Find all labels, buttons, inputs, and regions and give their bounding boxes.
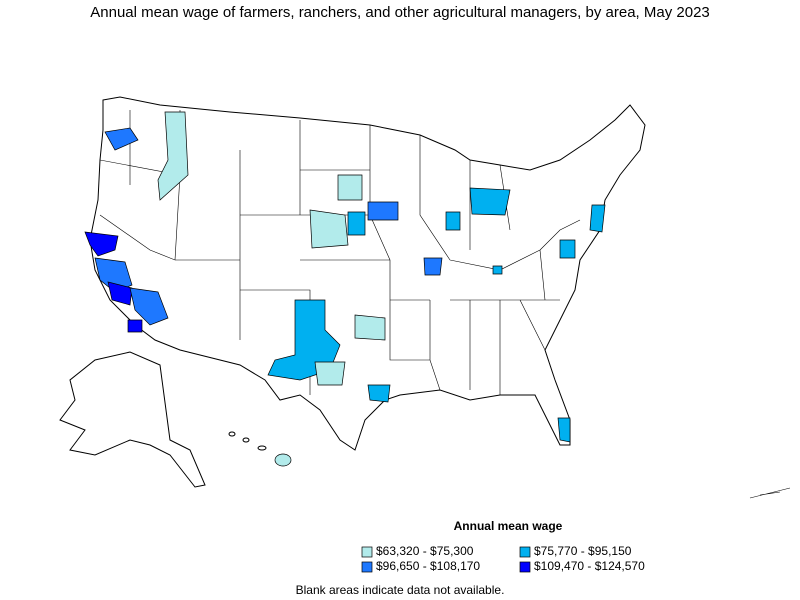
legend-swatch [361,546,373,558]
region [367,384,391,403]
region [557,417,571,443]
region [347,211,366,236]
legend: Annual mean wage $63,320 - $75,300 $75,77… [361,519,645,573]
legend-title: Annual mean wage [454,519,563,533]
region [314,361,346,386]
legend-swatch [519,561,531,573]
contiguous-us [89,96,646,451]
legend-label: $63,320 - $75,300 [376,544,474,558]
region [445,211,461,231]
region [157,111,189,201]
state-borders [99,110,581,395]
region [354,314,386,341]
map-title: Annual mean wage of farmers, ranchers, a… [90,4,710,21]
region [492,265,503,275]
region [309,209,349,249]
region [469,187,511,216]
region [423,257,443,276]
region [559,239,576,259]
region [267,299,341,381]
alaska [59,351,206,488]
map [59,96,791,499]
region [107,281,133,306]
region [367,201,399,221]
legend-swatch [361,561,373,573]
region [84,231,119,257]
legend-label: $109,470 - $124,570 [534,559,645,573]
region [104,127,139,151]
footnote: Blank areas indicate data not available. [296,583,505,597]
legend-label: $75,770 - $95,150 [534,544,632,558]
region [127,319,143,333]
region [337,174,363,201]
legend-label: $96,650 - $108,170 [376,559,480,573]
puerto-rico [749,487,791,499]
region [129,287,169,326]
hawaii [228,431,292,467]
region [589,204,606,233]
legend-swatch [519,546,531,558]
